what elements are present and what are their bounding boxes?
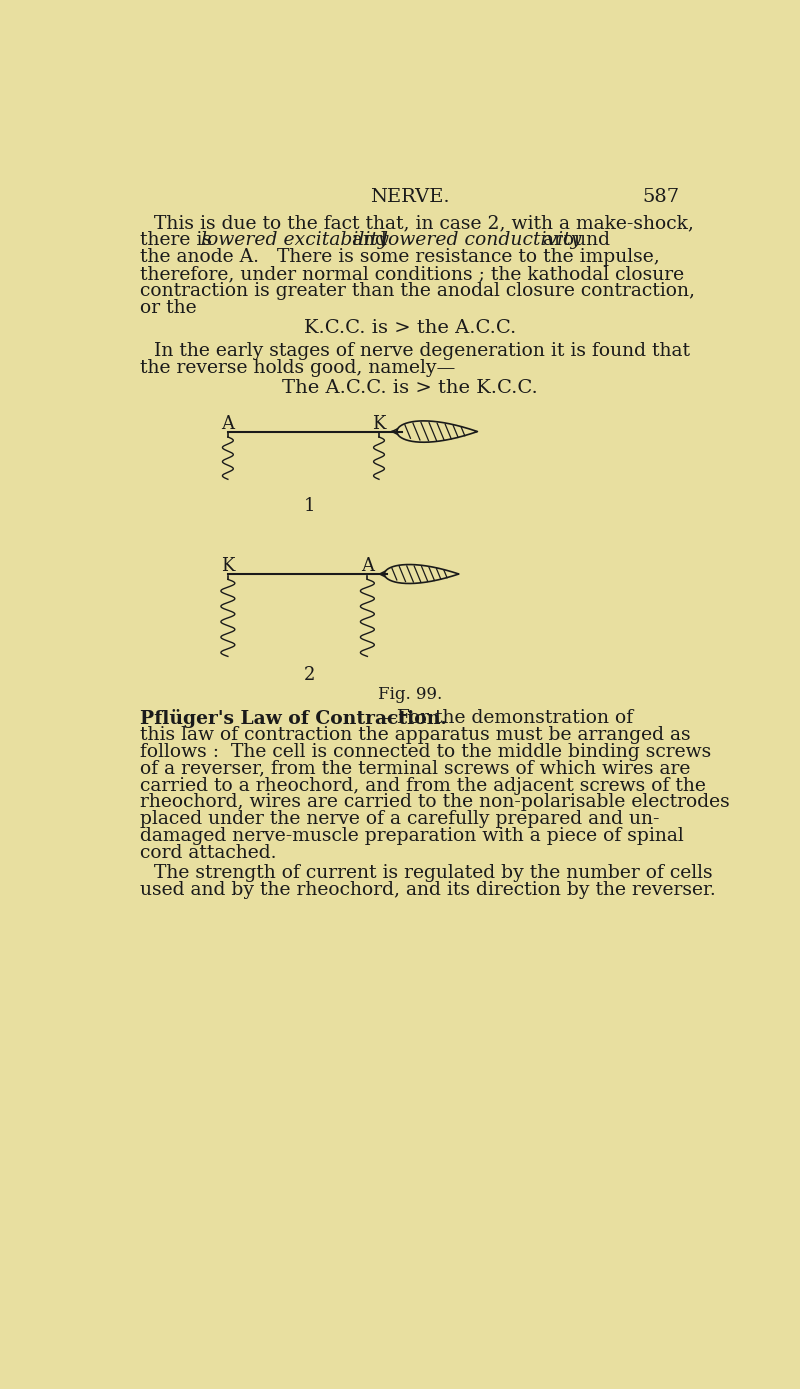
Text: Pflüger's Law of Contraction.: Pflüger's Law of Contraction. (140, 708, 447, 728)
Text: the anode A.   There is some resistance to the impulse,: the anode A. There is some resistance to… (140, 249, 660, 267)
Text: damaged nerve-muscle preparation with a piece of spinal: damaged nerve-muscle preparation with a … (140, 828, 684, 846)
Text: this law of contraction the apparatus must be arranged as: this law of contraction the apparatus mu… (140, 725, 691, 743)
Text: lowered excitability: lowered excitability (201, 232, 388, 250)
Text: The strength of current is regulated by the number of cells: The strength of current is regulated by … (154, 864, 713, 882)
Text: K: K (221, 557, 234, 575)
Text: therefore, under normal conditions ; the kathodal closure: therefore, under normal conditions ; the… (140, 265, 685, 283)
Text: Fig. 99.: Fig. 99. (378, 686, 442, 703)
Text: 587: 587 (642, 189, 680, 206)
Text: This is due to the fact that, in case 2, with a make-shock,: This is due to the fact that, in case 2,… (154, 214, 694, 232)
Text: placed under the nerve of a carefully prepared and un-: placed under the nerve of a carefully pr… (140, 810, 660, 828)
Text: lowered conductivity: lowered conductivity (382, 232, 582, 250)
Text: 2: 2 (303, 667, 315, 685)
Text: of a reverser, from the terminal screws of which wires are: of a reverser, from the terminal screws … (140, 760, 690, 778)
Text: K.C.C. is > the A.C.C.: K.C.C. is > the A.C.C. (304, 319, 516, 338)
Text: there is: there is (140, 232, 218, 250)
Text: K: K (372, 415, 386, 432)
Text: carried to a rheochord, and from the adjacent screws of the: carried to a rheochord, and from the adj… (140, 776, 706, 795)
Text: or the: or the (140, 299, 197, 317)
Text: The A.C.C. is > the K.C.C.: The A.C.C. is > the K.C.C. (282, 379, 538, 397)
Text: —For the demonstration of: —For the demonstration of (378, 708, 634, 726)
Text: the reverse holds good, namely—: the reverse holds good, namely— (140, 360, 456, 378)
Text: rheochord, wires are carried to the non-polarisable electrodes: rheochord, wires are carried to the non-… (140, 793, 730, 811)
Text: 1: 1 (303, 497, 315, 515)
Text: A: A (222, 415, 234, 432)
Text: A: A (361, 557, 374, 575)
Text: follows :  The cell is connected to the middle binding screws: follows : The cell is connected to the m… (140, 743, 711, 761)
Text: In the early stages of nerve degeneration it is found that: In the early stages of nerve degeneratio… (154, 342, 690, 360)
Text: NERVE.: NERVE. (370, 189, 450, 206)
Text: contraction is greater than the anodal closure contraction,: contraction is greater than the anodal c… (140, 282, 695, 300)
Text: around: around (537, 232, 610, 250)
Text: cord attached.: cord attached. (140, 845, 277, 863)
Text: and: and (346, 232, 393, 250)
Text: used and by the rheochord, and its direction by the reverser.: used and by the rheochord, and its direc… (140, 881, 716, 899)
